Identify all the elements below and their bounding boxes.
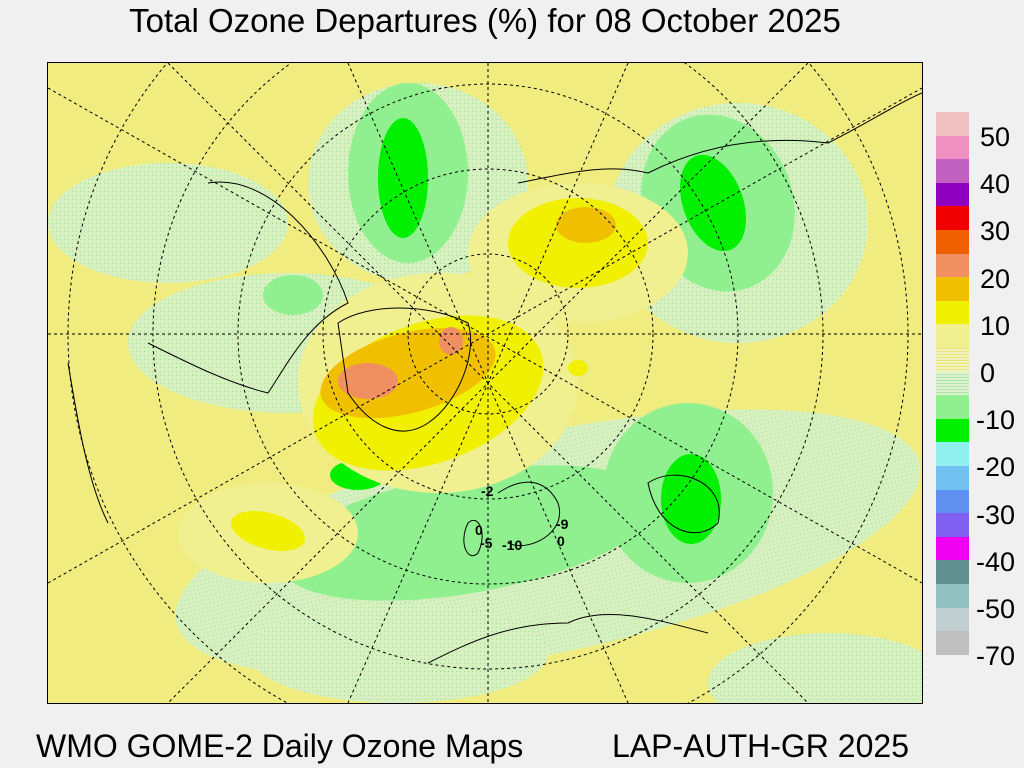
legend-label: 30: [980, 216, 1011, 247]
legend-label: 20: [980, 263, 1011, 294]
legend-swatch: [936, 513, 969, 537]
coastlines: [67, 92, 922, 664]
legend-label: 0: [980, 358, 996, 388]
legend-swatch: [936, 206, 969, 230]
legend-label: 10: [980, 310, 1011, 341]
legend-swatch: [936, 230, 969, 254]
legend-swatch: [936, 395, 969, 419]
legend-swatch: [936, 560, 969, 584]
legend-label: 50: [980, 122, 1011, 152]
polar-projection-map: -2 0 -5 -10 -9 0: [48, 63, 922, 703]
legend-swatch: [936, 300, 969, 325]
minus-ten-regions: [330, 118, 746, 544]
legend-swatch: [936, 135, 969, 160]
graticule: [48, 63, 922, 703]
legend-label: 40: [980, 169, 1011, 200]
legend-swatch: [936, 277, 969, 301]
legend-swatch: [936, 584, 969, 608]
ozone-map: -2 0 -5 -10 -9 0: [47, 62, 923, 704]
legend-swatch: [936, 159, 969, 183]
station-label: -2: [481, 483, 494, 499]
legend-label: -10: [976, 405, 1016, 436]
station-label: 0: [475, 522, 483, 538]
station-label: -9: [556, 516, 569, 532]
legend-swatch: [936, 112, 969, 136]
legend-swatch: [936, 466, 969, 490]
legend-swatch: [936, 324, 969, 348]
legend-label: -30: [976, 499, 1016, 530]
map-title: Total Ozone Departures (%) for 08 Octobe…: [129, 2, 841, 39]
legend-label: -50: [976, 594, 1016, 624]
station-label: -10: [502, 537, 522, 553]
legend-swatch: [936, 418, 969, 443]
legend-swatch: [936, 348, 969, 372]
legend-swatch: [936, 607, 969, 632]
station-label: -5: [480, 535, 493, 551]
footer-source: WMO GOME-2 Daily Ozone Maps: [36, 728, 524, 764]
legend-label: -40: [976, 546, 1016, 577]
legend-label: -20: [976, 452, 1016, 483]
legend-swatch: [936, 371, 969, 396]
legend-swatch: [936, 442, 969, 466]
station-labels: -2 0 -5 -10 -9 0: [475, 483, 569, 553]
legend-swatch: [936, 631, 969, 655]
legend-swatch: [936, 489, 969, 514]
station-label: 0: [557, 533, 565, 549]
legend-label: -70: [976, 641, 1016, 672]
legend-swatch: [936, 253, 969, 278]
legend-swatch: [936, 182, 969, 207]
footer-credit: LAP-AUTH-GR 2025: [612, 728, 909, 764]
legend-swatch: [936, 536, 969, 561]
